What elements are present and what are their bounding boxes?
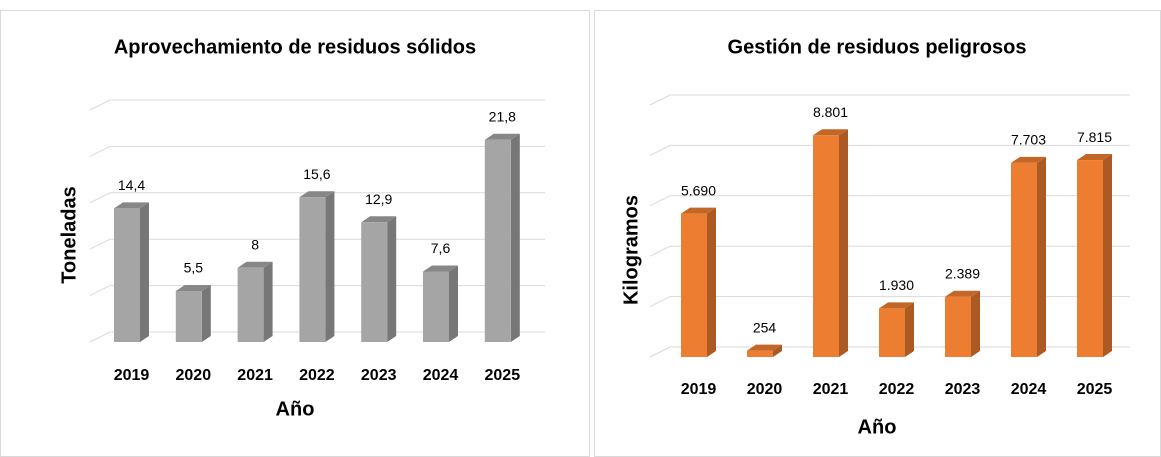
- y-axis-title: Toneladas: [58, 186, 80, 283]
- bar-side: [263, 261, 273, 342]
- bar-top: [299, 191, 335, 198]
- grid-line: [89, 192, 545, 204]
- chart-title: Aprovechamiento de residuos sólidos: [114, 36, 476, 58]
- value-label: 7,6: [431, 240, 451, 256]
- panel-right: [594, 10, 1161, 457]
- grid-line: [89, 285, 545, 297]
- bar-top: [945, 290, 980, 297]
- bar-top: [114, 202, 149, 209]
- bar: [1077, 160, 1103, 357]
- bar: [423, 271, 449, 342]
- bar-top: [361, 216, 397, 223]
- bar-top: [175, 284, 211, 291]
- bar: [945, 296, 971, 357]
- grid-line: [649, 144, 1130, 156]
- x-tick-label: 2025: [485, 367, 521, 384]
- bar-side: [971, 290, 980, 357]
- bar-top: [484, 133, 520, 140]
- bar-side: [839, 129, 848, 357]
- bar: [484, 139, 511, 342]
- bar: [114, 208, 140, 342]
- x-tick-label: 2024: [1011, 381, 1047, 398]
- value-label: 2.389: [945, 266, 980, 282]
- bar-side: [387, 216, 397, 342]
- value-label: 7.815: [1077, 129, 1112, 145]
- x-tick-label: 2022: [299, 367, 335, 384]
- value-label: 1.930: [879, 277, 914, 293]
- x-tick-label: 2025: [1077, 381, 1113, 398]
- bar-top: [237, 261, 273, 268]
- value-label: 5,5: [184, 260, 204, 276]
- x-tick-label: 2021: [813, 381, 849, 398]
- bar: [879, 308, 905, 357]
- bar-side: [707, 207, 716, 357]
- x-axis-title: Año: [858, 416, 897, 438]
- x-axis-title: Año: [276, 398, 315, 420]
- bar-side: [905, 302, 914, 357]
- x-tick-label: 2020: [747, 381, 783, 398]
- bar-side: [140, 202, 149, 342]
- bar-side: [1103, 154, 1112, 357]
- grid-line: [89, 331, 545, 343]
- x-tick-label: 2023: [361, 367, 397, 384]
- x-tick-label: 2022: [879, 381, 915, 398]
- chart-title: Gestión de residuos peligrosos: [728, 36, 1027, 58]
- grid-line: [89, 99, 545, 111]
- bar-top: [747, 344, 782, 351]
- value-label: 8: [251, 236, 259, 252]
- bar-side: [1037, 156, 1046, 357]
- grid-line: [89, 238, 545, 250]
- x-tick-label: 2023: [945, 381, 981, 398]
- bar: [237, 267, 264, 342]
- bar-top: [813, 129, 848, 136]
- bar-side: [773, 344, 782, 357]
- bar-top: [423, 265, 458, 272]
- bar: [747, 350, 773, 357]
- bar-top: [1011, 156, 1046, 163]
- grid-line: [649, 195, 1130, 207]
- bar-side: [449, 265, 458, 342]
- grid-line: [649, 94, 1130, 106]
- bar-side: [510, 133, 520, 342]
- bar-side: [201, 284, 211, 342]
- bar-side: [325, 191, 335, 342]
- value-label: 254: [753, 319, 777, 335]
- value-label: 12,9: [365, 191, 392, 207]
- x-tick-label: 2019: [681, 381, 717, 398]
- bar: [681, 213, 707, 357]
- value-label: 21,8: [489, 108, 516, 124]
- bar: [1011, 162, 1037, 357]
- bar-top: [1077, 154, 1112, 161]
- value-label: 15,6: [303, 166, 330, 182]
- bar: [813, 135, 839, 357]
- value-label: 14,4: [118, 177, 145, 193]
- x-tick-label: 2021: [237, 367, 273, 384]
- x-tick-label: 2019: [114, 367, 150, 384]
- x-tick-label: 2020: [176, 367, 212, 384]
- value-label: 7.703: [1011, 132, 1046, 148]
- y-axis-title: Kilogramos: [620, 195, 642, 305]
- x-tick-label: 2024: [423, 367, 459, 384]
- bar: [299, 197, 326, 342]
- bar-top: [879, 302, 914, 309]
- value-label: 8.801: [813, 104, 848, 120]
- value-label: 5.690: [681, 182, 716, 198]
- bar: [361, 222, 388, 342]
- bar-top: [681, 207, 716, 214]
- bar: [175, 290, 202, 342]
- grid-line: [649, 245, 1130, 257]
- grid-line: [89, 145, 545, 157]
